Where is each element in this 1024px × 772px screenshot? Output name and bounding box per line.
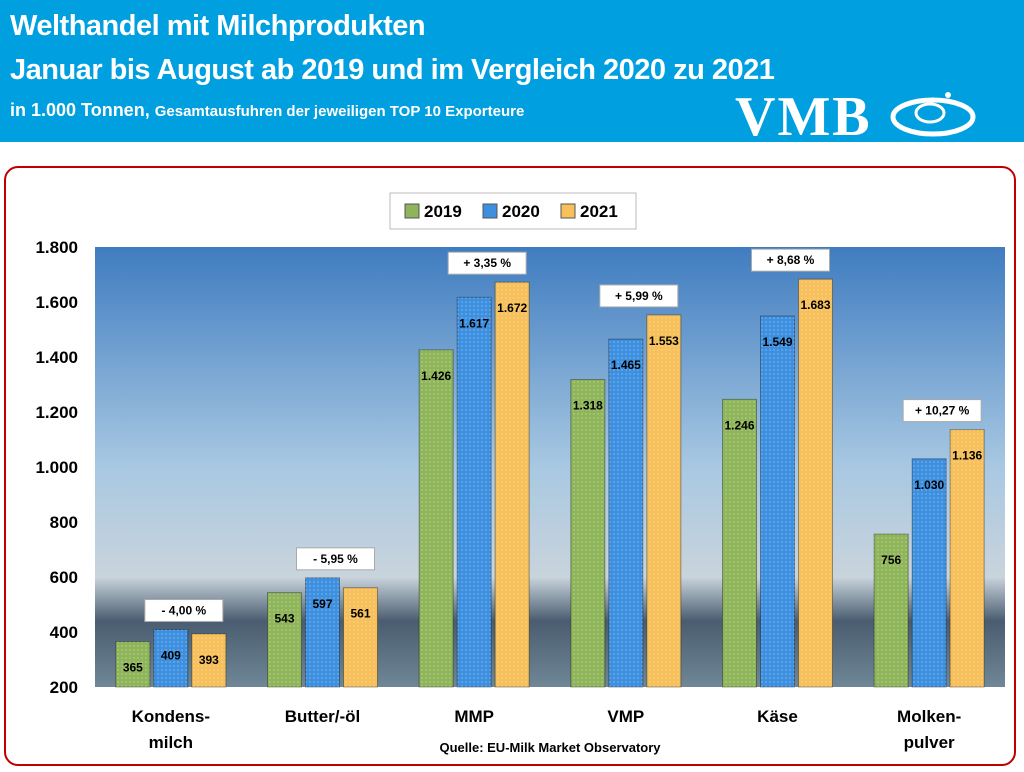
- change-label: + 3,35 %: [463, 256, 511, 270]
- value-label: 1.672: [497, 301, 527, 315]
- legend-label: 2020: [502, 202, 540, 221]
- value-label: 597: [312, 597, 332, 611]
- unit: in 1.000 Tonnen,: [10, 100, 150, 120]
- y-tick-label: 1.200: [35, 403, 78, 422]
- change-label: - 5,95 %: [313, 552, 358, 566]
- header: Welthandel mit Milchprodukten Januar bis…: [0, 0, 1024, 148]
- source-note: Quelle: EU-Milk Market Observatory: [439, 740, 661, 755]
- y-tick-label: 800: [50, 513, 78, 532]
- value-label: 561: [350, 607, 370, 621]
- bar-texture: [305, 577, 340, 687]
- change-label-box: [599, 284, 679, 308]
- change-label: + 10,27 %: [915, 404, 970, 418]
- value-label: 1.553: [649, 334, 679, 348]
- legend-swatch-2021: [560, 203, 576, 219]
- value-label: 1.465: [611, 358, 641, 372]
- legend-box: [389, 192, 637, 230]
- chart-frame: [4, 166, 1016, 766]
- value-label: 1.246: [724, 418, 754, 432]
- y-tick-label: 1.600: [35, 293, 78, 312]
- change-label-box: [144, 599, 224, 623]
- bar-texture: [495, 282, 530, 687]
- logo-swoosh-icon: [890, 92, 976, 137]
- legend: 2019 2020 2021: [389, 192, 637, 230]
- value-label: 409: [161, 649, 181, 663]
- y-tick-label: 200: [50, 678, 78, 697]
- x-tick-label: VMP: [607, 707, 644, 726]
- legend-label: 2021: [580, 202, 618, 221]
- title: Welthandel mit Milchprodukten: [10, 10, 426, 42]
- x-tick-label: pulver: [904, 733, 955, 752]
- bar-texture: [912, 458, 947, 687]
- bar-texture: [798, 279, 833, 687]
- bar-texture: [419, 349, 454, 687]
- change-label: + 5,99 %: [615, 289, 663, 303]
- change-label: + 8,68 %: [767, 253, 815, 267]
- change-label-box: [447, 251, 527, 275]
- x-tick-label: MMP: [454, 707, 494, 726]
- value-label: 1.617: [459, 316, 489, 330]
- y-tick-label: 1.800: [35, 238, 78, 257]
- value-label: 1.549: [762, 335, 792, 349]
- legend-swatch-2020: [482, 203, 498, 219]
- legend-swatch-2019: [404, 203, 420, 219]
- bar-texture: [191, 633, 226, 687]
- y-tick-label: 400: [50, 623, 78, 642]
- change-label-box: [902, 399, 982, 423]
- bar-texture: [570, 379, 605, 687]
- y-tick-label: 1.000: [35, 458, 78, 477]
- bar-texture: [950, 429, 985, 687]
- value-label: 1.318: [573, 399, 603, 413]
- x-tick-label: Käse: [757, 707, 798, 726]
- change-label-box: [751, 248, 830, 272]
- legend-label: 2019: [424, 202, 462, 221]
- bar-texture: [646, 314, 681, 687]
- bar-texture: [608, 339, 643, 687]
- bar-texture: [722, 399, 757, 687]
- value-label: 543: [274, 612, 294, 626]
- change-label-box: [296, 547, 375, 571]
- unit-note: in 1.000 Tonnen, Gesamtausfuhren der jew…: [10, 100, 524, 121]
- value-label: 756: [881, 553, 901, 567]
- value-label: 1.683: [800, 298, 830, 312]
- bar-texture: [760, 316, 795, 687]
- bar-texture: [115, 641, 150, 687]
- bar-texture: [343, 587, 378, 687]
- value-label: 1.030: [914, 478, 944, 492]
- value-label: 1.426: [421, 369, 451, 383]
- plot-background: [95, 247, 1005, 687]
- x-tick-label: Butter/-öl: [285, 707, 361, 726]
- subtitle: Januar bis August ab 2019 und im Verglei…: [10, 54, 775, 86]
- x-tick-label: milch: [149, 733, 193, 752]
- value-label: 393: [199, 653, 219, 667]
- bar-texture: [267, 592, 302, 687]
- y-tick-label: 600: [50, 568, 78, 587]
- vmb-logo: VMB: [735, 85, 978, 149]
- x-tick-label: Molken-: [897, 707, 961, 726]
- value-label: 365: [123, 661, 143, 675]
- y-tick-label: 1.400: [35, 348, 78, 367]
- value-label: 1.136: [952, 449, 982, 463]
- note: Gesamtausfuhren der jeweiligen TOP 10 Ex…: [154, 103, 525, 120]
- bar-texture: [874, 534, 909, 687]
- x-tick-label: Kondens-: [132, 707, 210, 726]
- bar-texture: [153, 629, 188, 687]
- bar-texture: [457, 297, 492, 687]
- change-label: - 4,00 %: [161, 604, 206, 618]
